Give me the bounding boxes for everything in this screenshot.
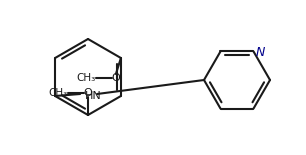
- Text: O: O: [111, 73, 120, 83]
- Text: O: O: [84, 88, 92, 98]
- Text: CH₃: CH₃: [49, 88, 68, 98]
- Text: N: N: [256, 46, 265, 59]
- Text: HN: HN: [85, 91, 102, 101]
- Text: CH₃: CH₃: [77, 73, 96, 83]
